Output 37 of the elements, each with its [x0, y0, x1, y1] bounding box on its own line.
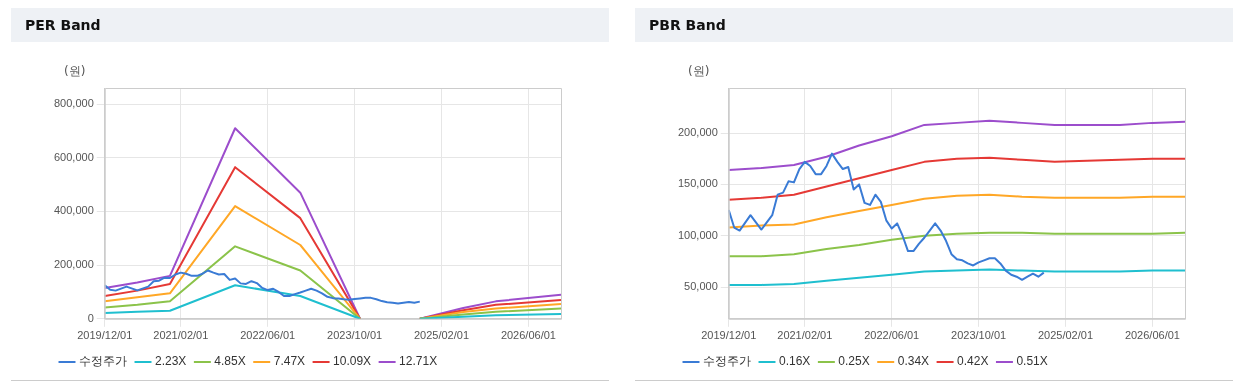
x-tick-label: 2023/10/01: [327, 329, 383, 342]
y-tick-label: 200,000: [54, 258, 94, 271]
legend-label: 12.71X: [399, 354, 438, 369]
y-tick-label: 200,000: [678, 126, 718, 139]
x-tick-label: 2025/02/01: [1037, 329, 1094, 342]
legend-label: 0.16X: [779, 354, 811, 369]
y-tick-label: 0: [87, 311, 94, 324]
chart-title: PBR Band: [635, 8, 1233, 42]
x-tick-label: 2019/12/01: [701, 329, 757, 342]
legend-label: 2.23X: [155, 354, 187, 369]
y-tick-label: 100,000: [678, 228, 718, 241]
x-tick-label: 2023/10/01: [951, 329, 1007, 342]
x-tick-label: 2021/02/01: [777, 329, 833, 342]
legend-label: 수정주가: [79, 354, 127, 369]
legend-label: 10.09X: [333, 354, 372, 369]
legend-label: 0.25X: [838, 354, 870, 369]
x-tick-label: 2026/06/01: [500, 329, 556, 342]
legend-label: 수정주가: [703, 354, 751, 369]
legend-label: 0.42X: [957, 354, 989, 369]
x-tick-label: 2025/02/01: [413, 329, 470, 342]
y-tick-label: 400,000: [54, 204, 94, 217]
x-tick-label: 2019/12/01: [77, 329, 133, 342]
legend-label: 4.85X: [214, 354, 246, 369]
y-axis-title: (원): [64, 64, 86, 79]
y-tick-label: 600,000: [54, 150, 94, 163]
legend-label: 0.51X: [1016, 354, 1048, 369]
y-tick-label: 50,000: [684, 280, 718, 293]
x-tick-label: 2022/06/01: [864, 329, 920, 342]
y-tick-label: 150,000: [678, 177, 718, 190]
chart-title: PER Band: [11, 8, 609, 42]
legend-label: 0.34X: [897, 354, 930, 369]
x-tick-label: 2021/02/01: [153, 329, 209, 342]
x-tick-label: 2022/06/01: [240, 329, 296, 342]
y-tick-label: 800,000: [54, 97, 94, 110]
legend-label: 7.47X: [273, 354, 306, 369]
x-tick-label: 2026/06/01: [1124, 329, 1180, 342]
y-axis-title: (원): [688, 64, 710, 79]
